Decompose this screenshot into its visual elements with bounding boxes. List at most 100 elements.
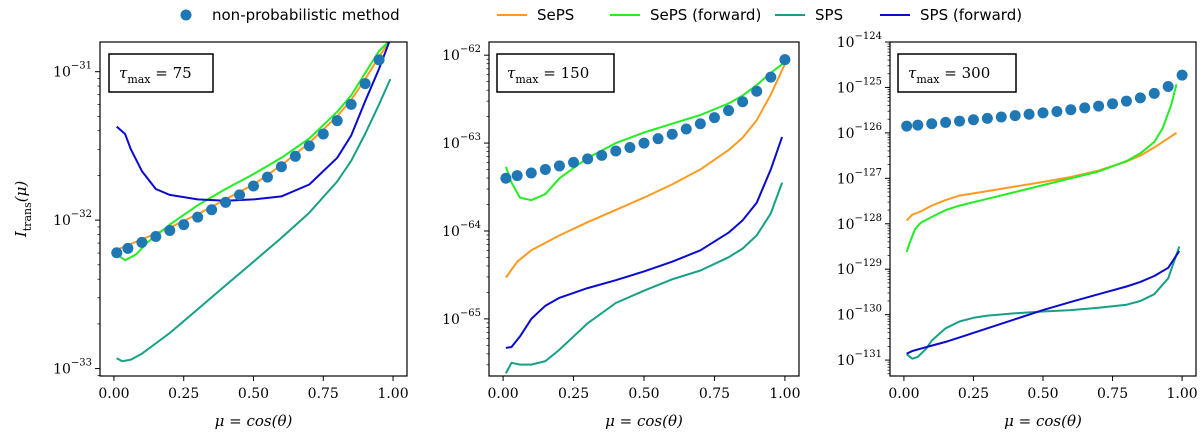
point-nonprob — [359, 78, 371, 90]
x-tick-label-1-1: 0.25 — [168, 386, 199, 402]
point-nonprob — [751, 85, 763, 97]
point-nonprob — [765, 71, 777, 83]
point-nonprob — [1148, 87, 1160, 99]
x-tick-label-2-1: 0.25 — [558, 386, 589, 402]
annotation-box — [108, 53, 214, 93]
y-tick-label-3-0: 10−131 — [837, 349, 882, 369]
y-tick-label-2-0: 10−65 — [442, 308, 481, 328]
series-sps_fwd-2 — [505, 136, 784, 349]
point-nonprob — [178, 219, 190, 231]
annotation-2: τmax = 150 — [496, 53, 615, 93]
legend-item-nonprob: non-probabilistic method — [180, 6, 400, 24]
x-axis-label-1: μ = cos(θ) — [215, 412, 293, 430]
legend-label-seps_fwd: SePS (forward) — [650, 6, 761, 24]
x-tick-label-1-3: 0.75 — [308, 386, 339, 402]
legend-label-sps_fwd: SPS (forward) — [920, 6, 1022, 24]
point-nonprob — [275, 161, 287, 173]
x-tick-label-3-4: 1.00 — [1167, 386, 1198, 402]
annotation-1: τmax = 75 — [108, 53, 214, 93]
point-nonprob — [995, 111, 1007, 123]
y-tick-label-1-0: 10−33 — [53, 358, 92, 378]
y-tick-label-3-6: 10−125 — [837, 76, 882, 96]
point-nonprob — [1023, 108, 1035, 120]
y-tick-label-2-1: 10−64 — [442, 220, 481, 240]
point-nonprob — [901, 120, 913, 132]
point-nonprob — [1079, 102, 1091, 114]
point-nonprob — [940, 116, 952, 128]
point-nonprob — [500, 172, 512, 184]
point-nonprob — [680, 123, 692, 135]
axes-frame-1 — [99, 41, 408, 377]
point-nonprob — [1065, 104, 1077, 116]
series-nonprob-2 — [500, 54, 791, 184]
x-tick-label-2-4: 1.00 — [769, 386, 800, 402]
point-nonprob — [303, 140, 315, 152]
x-tick-label-2-2: 0.50 — [628, 386, 659, 402]
point-nonprob — [373, 54, 385, 66]
point-nonprob — [317, 128, 329, 140]
point-nonprob — [206, 204, 218, 216]
series-sps-1 — [116, 78, 392, 363]
y-tick-label-3-5: 10−126 — [837, 122, 882, 142]
legend-item-seps_fwd: SePS (forward) — [610, 6, 761, 24]
y-axis-title: Itrans(μ) — [12, 181, 34, 239]
series-seps_fwd-2 — [504, 61, 786, 202]
point-nonprob — [1162, 81, 1174, 93]
point-nonprob — [568, 156, 580, 168]
axes-frame-3 — [889, 41, 1197, 377]
annotation-text-1: τmax = 75 — [119, 64, 192, 86]
x-tick-label-1-0: 0.00 — [98, 386, 129, 402]
annotation-text-2: τmax = 150 — [507, 64, 589, 86]
point-nonprob — [912, 119, 924, 131]
point-nonprob — [723, 105, 735, 117]
legend-label-sps: SPS — [815, 6, 843, 24]
point-nonprob — [192, 211, 204, 223]
plot-area-3 — [901, 69, 1188, 360]
y-tick-label-3-1: 10−130 — [837, 304, 882, 324]
point-nonprob — [220, 196, 232, 208]
point-nonprob — [111, 247, 123, 259]
point-nonprob — [164, 225, 176, 237]
y-tick-label-2-2: 10−63 — [442, 132, 481, 152]
x-tick-label-3-3: 0.75 — [1097, 386, 1128, 402]
series-nonprob-3 — [901, 69, 1188, 132]
axes-frame-2 — [488, 41, 800, 377]
series-seps_fwd-1 — [116, 42, 390, 262]
y-tick-label-2-3: 10−62 — [442, 44, 481, 64]
x-tick-label-1-2: 0.50 — [238, 386, 269, 402]
annotation-box — [496, 53, 615, 93]
point-nonprob — [694, 118, 706, 130]
series-sps_fwd-3 — [906, 250, 1181, 355]
legend-item-sps_fwd: SPS (forward) — [880, 6, 1022, 24]
plot-area-1 — [111, 42, 392, 363]
x-tick-label-3-1: 0.25 — [958, 386, 989, 402]
legend-item-seps: SePS — [497, 6, 574, 24]
y-tick-label-1-1: 10−32 — [53, 209, 92, 229]
point-nonprob — [1176, 69, 1188, 81]
x-tick-label-1-4: 1.00 — [377, 386, 408, 402]
point-nonprob — [261, 171, 273, 183]
legend: non-probabilistic method SePS SePS (forwar… — [180, 6, 1022, 24]
y-tick-label-3-2: 10−129 — [837, 258, 882, 278]
annotation-3: τmax = 300 — [897, 53, 1017, 93]
point-nonprob — [954, 115, 966, 127]
point-nonprob — [1107, 98, 1119, 110]
point-nonprob — [511, 170, 523, 182]
point-nonprob — [234, 189, 246, 201]
point-nonprob — [666, 128, 678, 140]
point-nonprob — [122, 242, 134, 254]
x-tick-label-3-0: 0.00 — [888, 386, 919, 402]
point-nonprob — [1120, 95, 1132, 107]
series-seps-2 — [505, 63, 786, 279]
point-nonprob — [610, 145, 622, 157]
point-nonprob — [150, 230, 162, 242]
point-nonprob — [638, 137, 650, 149]
point-nonprob — [1037, 107, 1049, 119]
panel-2: 10−65 10−64 10−63 10−62 0.00 0.25 0.50 0.75 1.00… — [442, 41, 800, 430]
annotation-text-3: τmax = 300 — [908, 64, 990, 86]
point-nonprob — [708, 112, 720, 124]
point-nonprob — [967, 114, 979, 126]
series-sps-3 — [906, 246, 1181, 360]
